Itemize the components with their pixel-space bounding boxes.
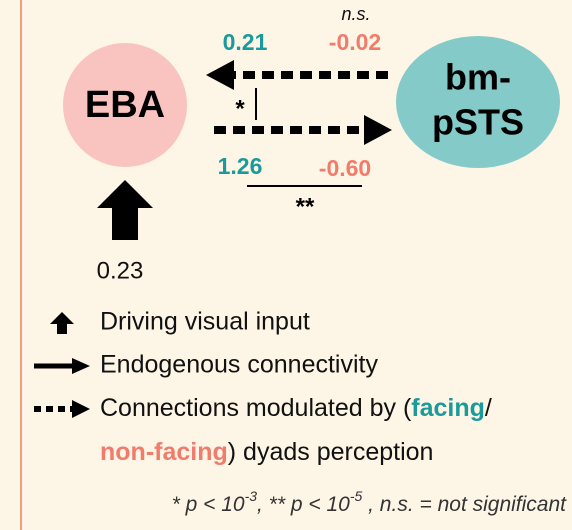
dashed-arrow-left — [206, 60, 388, 90]
legend-part: / — [485, 394, 492, 422]
legend-part: ) dyads perception — [228, 438, 434, 466]
legend-icon — [34, 400, 90, 418]
edge-value: 1.26 — [218, 153, 263, 179]
legend-text: Connections modulated by (facing/ — [100, 394, 492, 422]
legend-text: Endogenous connectivity — [100, 351, 378, 379]
pSTS-node — [396, 36, 560, 168]
edge-value: -0.60 — [319, 155, 371, 181]
legend-text: Driving visual input — [100, 308, 310, 336]
legend-part: Connections modulated by ( — [100, 394, 412, 422]
footnote-part: * p < 10 — [172, 493, 245, 516]
eba-label: EBA — [85, 84, 165, 126]
ns-label: n.s. — [341, 4, 370, 24]
footnote-sup: -5 — [350, 488, 363, 504]
eba-node — [63, 43, 187, 167]
legend-part: facing — [411, 394, 485, 422]
input-value: 0.23 — [97, 257, 144, 284]
sig-marker: ** — [296, 193, 315, 220]
dashed-arrow-right — [214, 115, 392, 145]
legend-part: non-facing — [100, 438, 228, 466]
legend-icon — [50, 312, 74, 334]
pSTS-label: pSTS — [432, 102, 524, 143]
pSTS-label: bm- — [445, 57, 511, 98]
footnote-part: , n.s. = not significant — [362, 493, 567, 516]
input-arrow — [97, 180, 153, 240]
edge-value: 0.21 — [223, 29, 268, 55]
footnote: * p < 10-3, ** p < 10-5 , n.s. = not sig… — [172, 488, 568, 516]
legend-text: non-facing) dyads perception — [100, 438, 433, 466]
legend-icon — [34, 358, 90, 374]
edge-value: -0.02 — [329, 29, 381, 55]
sig-marker: * — [235, 95, 245, 122]
footnote-sup: -3 — [245, 488, 258, 504]
footnote-part: , ** p < 10 — [257, 493, 350, 516]
